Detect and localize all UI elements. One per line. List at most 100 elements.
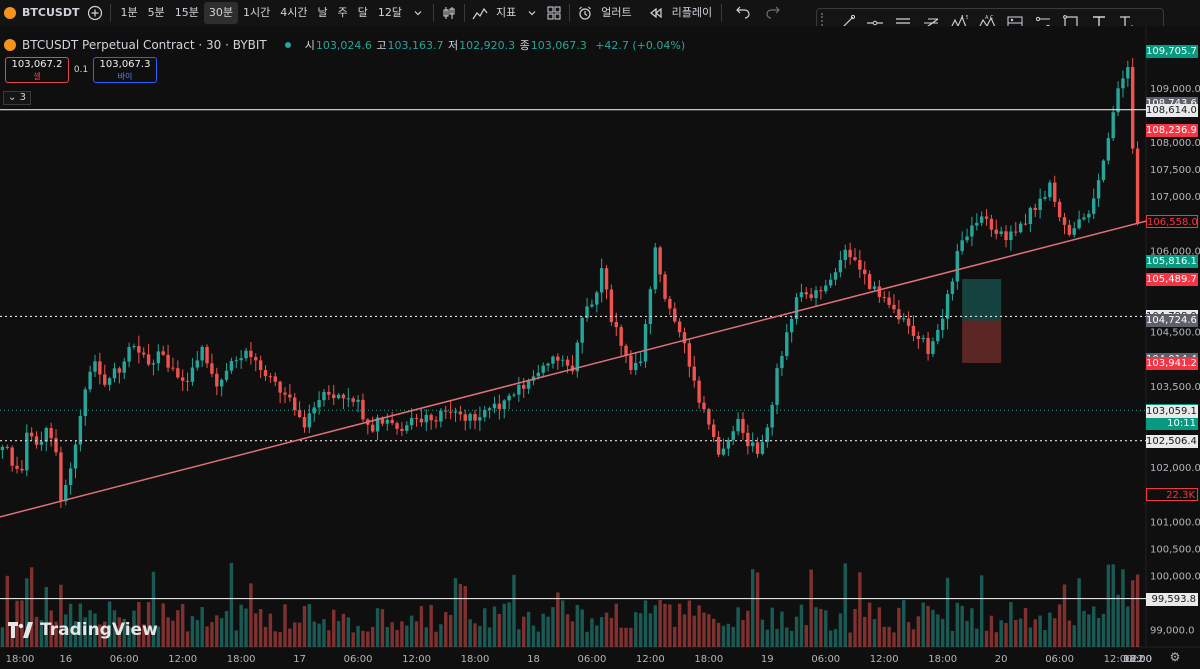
price-tick-label: 107,500.0 bbox=[1150, 165, 1200, 176]
volume-bar bbox=[5, 575, 10, 647]
candle-body bbox=[20, 468, 24, 471]
sell-button[interactable]: 103,067.2 셀 bbox=[5, 57, 69, 83]
volume-bar bbox=[906, 622, 911, 647]
price-axis-label: 104,724.6 bbox=[1146, 314, 1198, 328]
time-axis-label: 18:00 bbox=[226, 654, 256, 665]
interval-1-button[interactable]: 5분 bbox=[147, 6, 165, 19]
volume-bar bbox=[648, 613, 653, 647]
drag-handle-icon[interactable] bbox=[821, 13, 833, 33]
candle-body bbox=[487, 408, 492, 410]
settings-icon[interactable]: ⚙ bbox=[1169, 650, 1181, 664]
volume-bar bbox=[877, 607, 882, 647]
candle-body bbox=[731, 431, 735, 440]
redo-icon[interactable] bbox=[762, 2, 784, 24]
volume-bar bbox=[263, 626, 268, 647]
candle-body bbox=[463, 414, 467, 421]
candlesticks bbox=[0, 57, 1140, 509]
interval-6-button[interactable]: 날 bbox=[317, 6, 328, 19]
candle-body bbox=[83, 389, 87, 417]
price-axis-label: 22.3K bbox=[1146, 488, 1198, 501]
candle-body bbox=[224, 370, 229, 380]
chevron-down-icon[interactable] bbox=[407, 2, 429, 24]
alert-button[interactable]: 얼러트 bbox=[601, 6, 632, 19]
volume-bar bbox=[429, 605, 433, 647]
horizontal-line-icon[interactable] bbox=[861, 10, 889, 36]
price-axis-label: 105,489.7 bbox=[1146, 273, 1198, 287]
interval-0-button[interactable]: 1분 bbox=[120, 6, 138, 19]
candle-body bbox=[546, 363, 550, 366]
price-axis-label: 103,059.1 bbox=[1146, 404, 1198, 418]
add-symbol-icon[interactable] bbox=[84, 2, 106, 24]
candle-body bbox=[560, 359, 565, 361]
candle-body bbox=[258, 360, 263, 370]
candle-body bbox=[137, 346, 141, 353]
candle-body bbox=[551, 356, 555, 364]
trendline[interactable] bbox=[0, 220, 1147, 518]
replay-icon[interactable] bbox=[645, 2, 667, 24]
candle-style-icon[interactable] bbox=[438, 2, 460, 24]
legend-title[interactable]: BTCUSDT Perpetual Contract · 30 · BYBIT bbox=[22, 38, 267, 52]
undo-icon[interactable] bbox=[732, 2, 754, 24]
candle-body bbox=[979, 216, 984, 223]
candle-body bbox=[1033, 207, 1037, 211]
indicators-icon[interactable] bbox=[469, 2, 491, 24]
buy-button[interactable]: 103,067.3 바이 bbox=[93, 57, 157, 83]
interval-5-button[interactable]: 4시간 bbox=[280, 6, 308, 19]
volume-bar bbox=[926, 605, 930, 647]
volume-bar bbox=[794, 616, 799, 647]
candle-body bbox=[897, 309, 901, 320]
candle-body bbox=[565, 359, 570, 366]
volume-bar bbox=[473, 623, 477, 647]
price-chart[interactable]: 109,000.0 108,000.0 107,500.0 107,000.0 106,… bbox=[0, 26, 1200, 669]
volume-bar bbox=[1092, 606, 1096, 647]
volume-bar bbox=[20, 600, 24, 647]
volume-bar bbox=[536, 631, 541, 647]
interval-8-button[interactable]: 달 bbox=[357, 6, 368, 19]
candle-body bbox=[945, 293, 950, 319]
candle-body bbox=[624, 345, 628, 356]
interval-9-button[interactable]: 12달 bbox=[377, 6, 402, 19]
indicators-button[interactable]: 지표 bbox=[495, 6, 517, 19]
tradingview-logo-icon bbox=[8, 622, 33, 638]
candle-body bbox=[468, 413, 472, 421]
volume-bar bbox=[911, 629, 916, 647]
volume-bar bbox=[1057, 604, 1062, 647]
symbol-search-button[interactable]: BTCUSDT bbox=[22, 6, 80, 19]
layout-grid-icon[interactable] bbox=[543, 2, 565, 24]
candle-body bbox=[819, 290, 823, 292]
candle-body bbox=[785, 332, 789, 356]
volume-bar bbox=[34, 616, 39, 647]
price-axis-label: 105,816.1 bbox=[1146, 255, 1198, 269]
candle-body bbox=[965, 236, 969, 241]
candle-body bbox=[960, 240, 964, 252]
volume-bar bbox=[531, 625, 536, 647]
replay-button[interactable]: 리플레이 bbox=[671, 6, 713, 19]
candle-body bbox=[658, 247, 662, 275]
collapse-indicators-button[interactable]: ⌄ 3 bbox=[3, 91, 31, 105]
candle-body bbox=[151, 363, 156, 365]
time-axis-label: 12:00 bbox=[402, 654, 431, 665]
svg-text:1 5: 1 5 bbox=[961, 15, 968, 21]
volume-bar bbox=[351, 632, 355, 647]
alarm-clock-icon[interactable] bbox=[574, 2, 596, 24]
candle-body bbox=[902, 318, 906, 320]
buy-label: 바이 bbox=[117, 72, 133, 81]
volume-bar bbox=[653, 605, 657, 647]
tradingview-logo[interactable]: TradingView bbox=[8, 620, 158, 640]
interval-2-button[interactable]: 15분 bbox=[174, 6, 199, 19]
volume-bar bbox=[409, 615, 414, 647]
interval-7-button[interactable]: 주 bbox=[337, 6, 348, 19]
interval-3-button[interactable]: 30분 bbox=[203, 2, 238, 24]
chevron-down-icon[interactable] bbox=[521, 2, 543, 24]
indicator-count: 3 bbox=[19, 92, 26, 103]
volume-bar bbox=[483, 608, 487, 647]
volume-bar bbox=[1096, 618, 1101, 647]
volume-bar bbox=[979, 575, 984, 647]
horizontal-levels[interactable] bbox=[0, 109, 1146, 600]
candle-body bbox=[312, 407, 316, 414]
volume-bar bbox=[609, 617, 614, 647]
volume-bar bbox=[273, 631, 277, 647]
time-axis-label: 19 bbox=[760, 654, 774, 665]
interval-4-button[interactable]: 1시간 bbox=[242, 6, 271, 19]
position-tool[interactable] bbox=[962, 279, 1002, 363]
